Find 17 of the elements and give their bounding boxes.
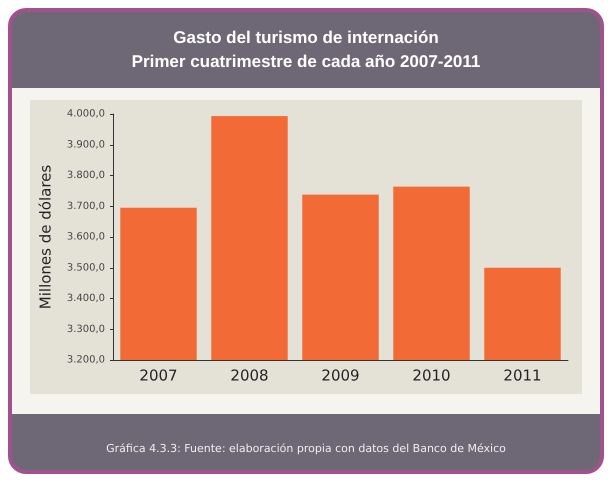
y-tick-label: 3.700,0 (66, 200, 105, 212)
y-tick-label: 3.900,0 (66, 139, 105, 150)
y-axis-title: Millones de dólares (36, 164, 54, 310)
x-tick-label: 2008 (230, 366, 269, 384)
y-tick-label: 3.400,0 (66, 293, 105, 304)
chart-title: Gasto del turismo de internación Primer cuatrimestre de cada año 2007-2011 (132, 27, 480, 73)
x-tick-label: 2007 (139, 366, 178, 384)
y-tick-label: 3.500,0 (66, 262, 105, 274)
x-tick-label: 2009 (321, 366, 360, 384)
y-tick-label: 4.000,0 (66, 108, 105, 120)
y-tick-label: 3.800,0 (66, 170, 105, 181)
x-tick-label: 2010 (412, 366, 451, 384)
x-tick-label: 2011 (503, 366, 542, 384)
text: Gráfica 4.3.3: Fuente: elaboración propia con datos del Banco de México (105, 442, 507, 455)
y-tick-label: 3.200,0 (66, 354, 105, 366)
y-tick-label: 3.600,0 (66, 232, 105, 242)
y-tick-label: 3.300,0 (66, 324, 105, 335)
